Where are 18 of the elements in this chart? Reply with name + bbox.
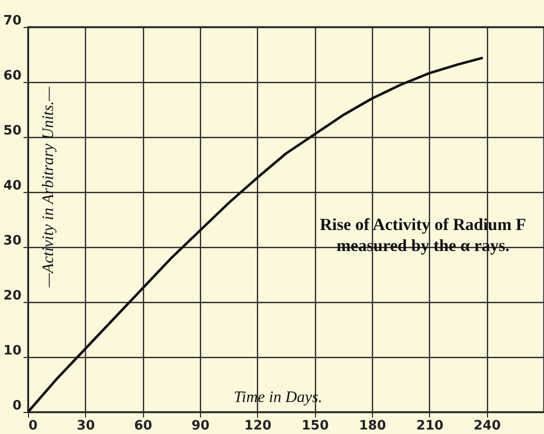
y-tick-label: 40	[3, 178, 22, 194]
y-tick-label: 50	[3, 124, 22, 138]
x-tick-label: 240	[474, 418, 501, 434]
x-tick-label: 30	[76, 418, 95, 434]
y-axis-title: —Activity in Arbitrary Units.—	[40, 86, 57, 288]
x-tick-label: 0	[28, 418, 38, 434]
x-tick-label: 210	[416, 418, 444, 434]
y-tick-label: 30	[3, 234, 22, 248]
x-tick-label: 60	[134, 418, 152, 434]
y-tick-label: 70	[3, 14, 22, 28]
y-tick-label: 10	[3, 344, 22, 358]
y-tick-label: 60	[3, 68, 22, 84]
y-tick-label: 0	[12, 398, 22, 414]
x-tick-label: 150	[302, 418, 329, 434]
x-tick-label: 180	[358, 418, 386, 434]
y-tick-label: 20	[3, 288, 22, 304]
x-tick-label: 120	[244, 418, 272, 434]
x-tick-label: 90	[191, 418, 210, 434]
